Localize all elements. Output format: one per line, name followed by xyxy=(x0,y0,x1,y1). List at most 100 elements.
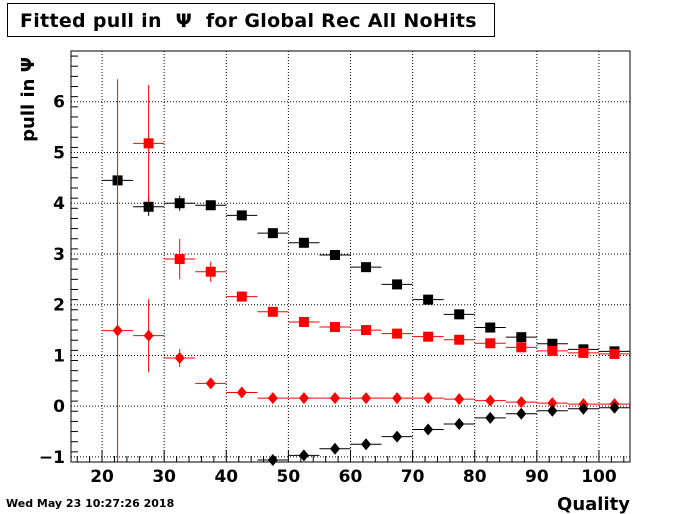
diamond-marker xyxy=(298,392,309,405)
data-point xyxy=(443,393,475,406)
square-marker xyxy=(329,249,340,260)
diamond-marker xyxy=(547,404,558,417)
data-markers xyxy=(102,79,630,466)
square-marker xyxy=(236,291,247,302)
data-point xyxy=(350,262,382,273)
data-point xyxy=(164,348,196,368)
y-tick-label: 1 xyxy=(53,346,65,366)
data-point xyxy=(102,79,134,462)
data-point xyxy=(350,438,382,451)
x-tick-label: 80 xyxy=(463,467,487,487)
data-point xyxy=(567,347,599,358)
data-point xyxy=(505,342,537,353)
diamond-marker xyxy=(392,430,403,443)
diamond-marker xyxy=(454,393,465,406)
square-marker xyxy=(516,332,527,343)
plot-area xyxy=(71,51,630,462)
square-marker xyxy=(174,254,185,265)
data-point xyxy=(536,397,568,410)
square-marker xyxy=(547,345,558,356)
y-tick-label: 6 xyxy=(53,93,65,113)
data-point xyxy=(257,453,289,466)
diamond-marker xyxy=(547,397,558,410)
data-point xyxy=(288,449,320,462)
chart-title: Fitted pull in Ψ for Global Rec All NoHi… xyxy=(20,10,477,32)
diamond-marker xyxy=(392,392,403,405)
data-point xyxy=(381,279,413,290)
diamond-marker xyxy=(578,402,589,415)
x-tick-label: 60 xyxy=(339,467,363,487)
data-point xyxy=(226,210,258,221)
y-tick-label: 3 xyxy=(53,245,65,265)
diamond-marker xyxy=(423,423,434,436)
chart-title-box: Fitted pull in Ψ for Global Rec All NoHi… xyxy=(7,3,495,37)
diamond-marker xyxy=(516,396,527,409)
square-marker xyxy=(485,322,496,333)
diamond-marker xyxy=(329,442,340,455)
data-point xyxy=(443,309,475,320)
data-point xyxy=(319,392,351,405)
x-tick-label: 20 xyxy=(90,467,114,487)
square-marker xyxy=(609,348,620,359)
data-point xyxy=(381,328,413,339)
x-tick-label: 100 xyxy=(581,467,617,487)
y-tick-label: −1 xyxy=(39,448,65,468)
square-marker xyxy=(329,322,340,333)
square-marker xyxy=(547,338,558,349)
data-point xyxy=(474,322,506,333)
square-marker xyxy=(454,334,465,345)
data-point xyxy=(226,291,258,302)
diamond-marker xyxy=(485,394,496,407)
square-marker xyxy=(423,294,434,305)
diamond-marker xyxy=(174,351,185,364)
data-point xyxy=(505,407,537,420)
data-point xyxy=(195,200,227,211)
axes: 20 30 40 50 60 70 80 90 100 −1 0 1 2 3 4 5 6 xyxy=(39,55,625,487)
data-point xyxy=(474,338,506,349)
data-point xyxy=(598,348,630,359)
data-point xyxy=(257,228,289,239)
data-point xyxy=(164,195,196,211)
diamond-marker xyxy=(267,453,278,466)
diamond-marker xyxy=(236,386,247,399)
data-point xyxy=(412,294,444,305)
data-point xyxy=(505,332,537,343)
data-point xyxy=(350,392,382,405)
data-point xyxy=(598,401,630,414)
square-marker xyxy=(392,328,403,339)
data-point xyxy=(257,392,289,405)
diamond-marker xyxy=(361,438,372,451)
square-marker xyxy=(298,316,309,327)
data-point xyxy=(319,322,351,333)
diamond-marker xyxy=(298,449,309,462)
data-point xyxy=(319,249,351,260)
square-marker xyxy=(267,306,278,317)
square-marker xyxy=(205,266,216,277)
data-point xyxy=(412,331,444,342)
data-point xyxy=(350,325,382,336)
timestamp: Wed May 23 10:27:26 2018 xyxy=(6,497,175,510)
data-point xyxy=(226,386,258,399)
diamond-marker xyxy=(267,392,278,405)
y-tick-label: 0 xyxy=(53,397,65,417)
y-axis-title: pull in Ψ xyxy=(18,57,39,142)
data-point xyxy=(567,402,599,415)
data-point xyxy=(443,417,475,430)
data-point xyxy=(288,237,320,248)
diamond-marker xyxy=(143,329,154,342)
x-tick-label: 40 xyxy=(214,467,238,487)
data-point xyxy=(536,345,568,356)
square-marker xyxy=(143,201,154,212)
diamond-marker xyxy=(454,417,465,430)
square-marker xyxy=(392,279,403,290)
square-marker xyxy=(205,200,216,211)
data-point xyxy=(288,316,320,327)
data-point xyxy=(381,430,413,443)
x-axis-title: Quality xyxy=(557,494,630,514)
data-point xyxy=(164,238,196,280)
diamond-marker xyxy=(423,392,434,405)
data-point xyxy=(257,306,289,317)
square-marker xyxy=(454,309,465,320)
y-tick-label: 2 xyxy=(53,296,65,316)
